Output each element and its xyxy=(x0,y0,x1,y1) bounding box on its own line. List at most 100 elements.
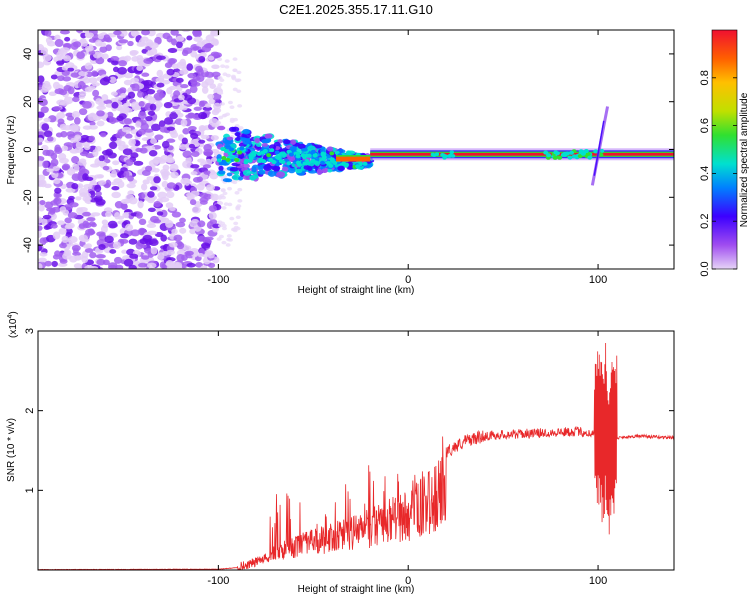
spectrogram-ticks: -100 0 100 -40 -20 0 20 40 xyxy=(22,30,674,286)
noise-blob xyxy=(181,254,188,261)
noise-blob xyxy=(170,171,179,179)
noise-blob xyxy=(103,99,113,105)
noise-blob xyxy=(201,81,209,89)
noise-blob xyxy=(116,45,123,51)
noise-blob xyxy=(67,86,75,95)
noise-blob xyxy=(208,118,219,126)
snr-ticks: -100 0 100 1 2 3 xyxy=(24,328,674,587)
noise-blob xyxy=(44,201,54,209)
noise-blob xyxy=(224,59,230,63)
noise-blob xyxy=(169,206,176,212)
band-blob xyxy=(289,139,297,145)
noise-blob xyxy=(102,259,110,266)
noise-blob xyxy=(83,144,91,151)
noise-blob xyxy=(54,39,64,48)
noise-blob xyxy=(123,79,133,86)
noise-blob xyxy=(209,83,217,89)
band-blob xyxy=(229,167,239,172)
noise-blob xyxy=(237,187,243,192)
noise-blob xyxy=(158,120,166,128)
noise-blob xyxy=(59,123,67,131)
band-blob xyxy=(242,169,252,176)
noise-blob xyxy=(219,150,225,155)
band-blob xyxy=(332,160,338,165)
snr-ylabel: SNR (10 * v/v) xyxy=(6,418,17,482)
noise-blob xyxy=(38,244,43,252)
noise-blob xyxy=(190,78,198,84)
noise-blob xyxy=(84,248,94,253)
noise-blob xyxy=(146,176,156,181)
band-blob xyxy=(320,152,326,157)
band-blob xyxy=(275,162,281,167)
noise-blob xyxy=(207,93,215,100)
noise-blob xyxy=(83,244,90,249)
noise-blob xyxy=(95,190,102,197)
noise-blob xyxy=(82,195,92,202)
noise-blob xyxy=(118,113,127,120)
noise-blob xyxy=(164,62,173,69)
noise-blob xyxy=(189,199,197,206)
noise-blob xyxy=(186,262,196,268)
noise-blob xyxy=(106,111,114,119)
noise-blob xyxy=(218,115,224,120)
noise-blob xyxy=(111,169,118,178)
noise-blob xyxy=(38,75,45,84)
noise-blob xyxy=(217,82,223,87)
noise-blob xyxy=(110,55,119,61)
noise-blob xyxy=(110,181,119,186)
noise-blob xyxy=(127,91,136,99)
carrier-blob xyxy=(552,155,558,160)
band-blob xyxy=(216,158,222,163)
noise-blob xyxy=(132,106,139,111)
band-blob xyxy=(248,153,254,158)
noise-blob xyxy=(200,265,208,269)
noise-blob xyxy=(207,252,215,259)
noise-blob xyxy=(154,101,163,108)
noise-blob xyxy=(225,73,231,78)
noise-blob xyxy=(83,77,91,84)
noise-blob xyxy=(220,188,226,192)
noise-blob xyxy=(152,219,162,224)
noise-blob xyxy=(156,211,164,216)
noise-blob xyxy=(128,238,138,245)
noise-blob xyxy=(102,34,111,42)
noise-blob xyxy=(187,112,196,118)
noise-blob xyxy=(204,158,213,166)
band-blob xyxy=(362,161,368,166)
noise-blob xyxy=(79,151,89,157)
noise-blob xyxy=(109,76,117,84)
y-tick-label: -40 xyxy=(22,237,34,253)
noise-blob xyxy=(77,160,87,166)
colorbar-tick-label: 0.2 xyxy=(699,214,711,229)
noise-blob xyxy=(54,197,62,205)
noise-blob xyxy=(130,229,141,237)
noise-blob xyxy=(142,234,153,242)
noise-blob xyxy=(175,35,185,42)
carrier-mid xyxy=(336,155,371,157)
band-blob xyxy=(251,166,257,173)
noise-blob xyxy=(157,191,168,199)
noise-blob xyxy=(150,137,158,145)
noise-blob xyxy=(186,192,194,197)
noise-blob xyxy=(138,39,146,47)
noise-blob xyxy=(41,123,50,131)
snr-frame xyxy=(37,330,675,571)
noise-blob xyxy=(211,71,221,78)
noise-blob xyxy=(38,204,45,212)
noise-blob xyxy=(71,156,80,164)
noise-blob xyxy=(88,221,96,226)
noise-blob xyxy=(92,89,100,97)
noise-blob xyxy=(38,174,46,181)
noise-blob xyxy=(95,254,106,259)
snr-scale-exponent: 4 xyxy=(7,315,14,319)
band-blob xyxy=(355,164,361,169)
noise-blob xyxy=(212,39,219,46)
noise-blob xyxy=(166,87,173,95)
noise-blob xyxy=(187,97,197,105)
x-tick-label: 100 xyxy=(589,575,607,587)
noise-blob xyxy=(41,83,52,91)
noise-blob xyxy=(166,191,175,199)
band-blob xyxy=(265,133,273,139)
carrier-blob xyxy=(568,150,574,155)
noise-blob xyxy=(140,244,147,249)
